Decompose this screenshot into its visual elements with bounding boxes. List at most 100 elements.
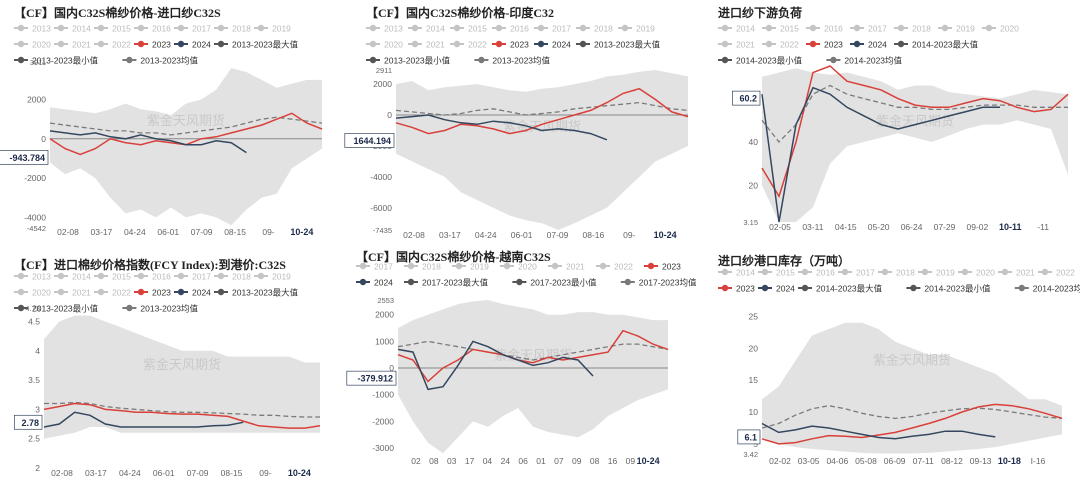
legend-item[interactable]: 2014-2023最大值	[894, 40, 979, 50]
legend-item[interactable]: 2019	[918, 268, 955, 278]
legend-item[interactable]: 2022	[94, 288, 131, 298]
legend-item[interactable]: 2013-2023最小值	[366, 56, 451, 66]
legend-item[interactable]: 2020	[958, 268, 995, 278]
legend-item[interactable]: 2022	[450, 40, 487, 50]
legend-item[interactable]: 2016	[134, 24, 171, 34]
legend-item[interactable]: 2017-2023最小值	[512, 278, 597, 288]
legend-item[interactable]: 2024	[758, 284, 795, 294]
legend-item[interactable]: 2021	[548, 262, 585, 272]
legend-item[interactable]: 2022	[94, 40, 131, 50]
legend-item[interactable]: 2017	[356, 262, 393, 272]
legend-item[interactable]: 2015	[758, 268, 795, 278]
legend-item[interactable]: 2020	[14, 288, 51, 298]
legend-item[interactable]: 2021	[54, 288, 91, 298]
legend-item[interactable]: 2013-2023均值	[474, 56, 551, 66]
legend-item[interactable]: 2013-2023最小值	[14, 56, 99, 66]
legend-item[interactable]: 2023	[644, 262, 681, 272]
legend-item[interactable]: 2021	[54, 40, 91, 50]
legend-item[interactable]: 2020	[500, 262, 537, 272]
legend-item[interactable]: 2024	[356, 278, 393, 288]
legend-item[interactable]: 2014	[408, 24, 445, 34]
legend-item[interactable]: 2017	[838, 268, 875, 278]
legend-item[interactable]: 2024	[534, 40, 571, 50]
series-2023-line[interactable]	[397, 329, 669, 383]
series-2023-line[interactable]	[43, 402, 321, 429]
chart-plot[interactable]: 2013 2014 2015 2016 2017 2018 2019 2020 2021 2022…	[344, 4, 691, 248]
legend-item[interactable]: 2013-2023均值	[122, 56, 199, 66]
legend-item[interactable]: 2021	[998, 268, 1035, 278]
legend-item[interactable]: 2022	[1038, 268, 1075, 278]
legend-item[interactable]: 2017-2023最大值	[404, 278, 489, 288]
series-2024-line[interactable]	[395, 114, 608, 141]
chart-plot[interactable]: 2017 2018 2019 2020 2021 2022 2023 2024 2017-202…	[346, 248, 697, 486]
chart-plot[interactable]: 2013 2014 2015 2016 2017 2018 2019 2020 2021 2022…	[0, 4, 324, 244]
legend-item[interactable]: 2023	[134, 40, 171, 50]
series-2024-line[interactable]	[761, 86, 1000, 223]
chart-plot[interactable]: 2013 2014 2015 2016 2017 2018 2019 2020 2021 2022…	[14, 256, 324, 486]
legend-item[interactable]: 2016	[134, 272, 171, 282]
legend-item[interactable]: 2023	[492, 40, 529, 50]
legend-item[interactable]: 2022	[596, 262, 633, 272]
legend-item[interactable]: 2018	[404, 262, 441, 272]
legend-item[interactable]: 2017	[534, 24, 571, 34]
legend-item[interactable]: 2013	[366, 24, 403, 34]
legend-item[interactable]: 2018	[878, 268, 915, 278]
legend-item[interactable]: 2014	[54, 272, 91, 282]
legend-item[interactable]: 2014-2023最小值	[906, 284, 991, 294]
series-2023-line[interactable]	[395, 87, 689, 135]
series-2023-line[interactable]	[761, 403, 1063, 445]
series-2024-line[interactable]	[761, 422, 996, 440]
legend-item[interactable]: 2013-2023最大值	[214, 288, 299, 298]
legend-item[interactable]: 2015	[762, 24, 799, 34]
legend-item[interactable]: 2020	[14, 40, 51, 50]
legend-item[interactable]: 2023	[134, 288, 171, 298]
legend-item[interactable]: 2023	[806, 40, 843, 50]
legend-item[interactable]: 2019	[452, 262, 489, 272]
legend-item[interactable]: 2015	[94, 272, 131, 282]
legend-item[interactable]: 2018	[214, 24, 251, 34]
legend-item[interactable]: 2024	[174, 40, 211, 50]
series-2024-line[interactable]	[397, 340, 594, 391]
legend-item[interactable]: 2017	[174, 24, 211, 34]
legend-item[interactable]: 2013	[14, 24, 51, 34]
legend-item[interactable]: 2014	[54, 24, 91, 34]
legend-item[interactable]: 2014-2023最大值	[798, 284, 883, 294]
legend-item[interactable]: 2013-2023最大值	[576, 40, 661, 50]
legend-item[interactable]: 2016	[806, 24, 843, 34]
legend-item[interactable]: 2017	[850, 24, 887, 34]
legend-item[interactable]: 2018	[894, 24, 931, 34]
legend-item[interactable]: 2013	[14, 272, 51, 282]
legend-item[interactable]: 2017	[174, 272, 211, 282]
legend-item[interactable]: 2014-2023均值	[826, 56, 903, 66]
legend-item[interactable]: 2019	[938, 24, 975, 34]
legend-item[interactable]: 2020	[982, 24, 1019, 34]
legend-item[interactable]: 2016	[492, 24, 529, 34]
legend-item[interactable]: 2018	[214, 272, 251, 282]
legend-item[interactable]: 2015	[94, 24, 131, 34]
legend-item[interactable]: 2013-2023最大值	[214, 40, 299, 50]
legend-item[interactable]: 2017-2023均值	[620, 278, 697, 288]
legend-item[interactable]: 2013-2023均值	[122, 304, 199, 314]
legend-item[interactable]: 2021	[408, 40, 445, 50]
legend-item[interactable]: 2019	[618, 24, 655, 34]
legend-item[interactable]: 2014-2023最小值	[718, 56, 803, 66]
legend-item[interactable]: 2013-2023最小值	[14, 304, 99, 314]
series-2024-line[interactable]	[49, 130, 247, 154]
legend-item[interactable]: 2018	[576, 24, 613, 34]
legend-item[interactable]: 2015	[450, 24, 487, 34]
legend-item[interactable]: 2023	[718, 284, 755, 294]
legend-item[interactable]: 2024	[850, 40, 887, 50]
legend-item[interactable]: 2019	[254, 272, 291, 282]
legend-item[interactable]: 2020	[366, 40, 403, 50]
legend-item[interactable]: 2024	[174, 288, 211, 298]
series-2024-line[interactable]	[43, 411, 244, 428]
legend-item[interactable]: 2014	[718, 268, 755, 278]
legend-item[interactable]: 2016	[798, 268, 835, 278]
legend-item[interactable]: 2014-2023均值	[1014, 284, 1080, 294]
series-2023-line[interactable]	[761, 65, 1069, 199]
legend-item[interactable]: 2019	[254, 24, 291, 34]
legend-item[interactable]: 2022	[762, 40, 799, 50]
legend-item[interactable]: 2021	[718, 40, 755, 50]
